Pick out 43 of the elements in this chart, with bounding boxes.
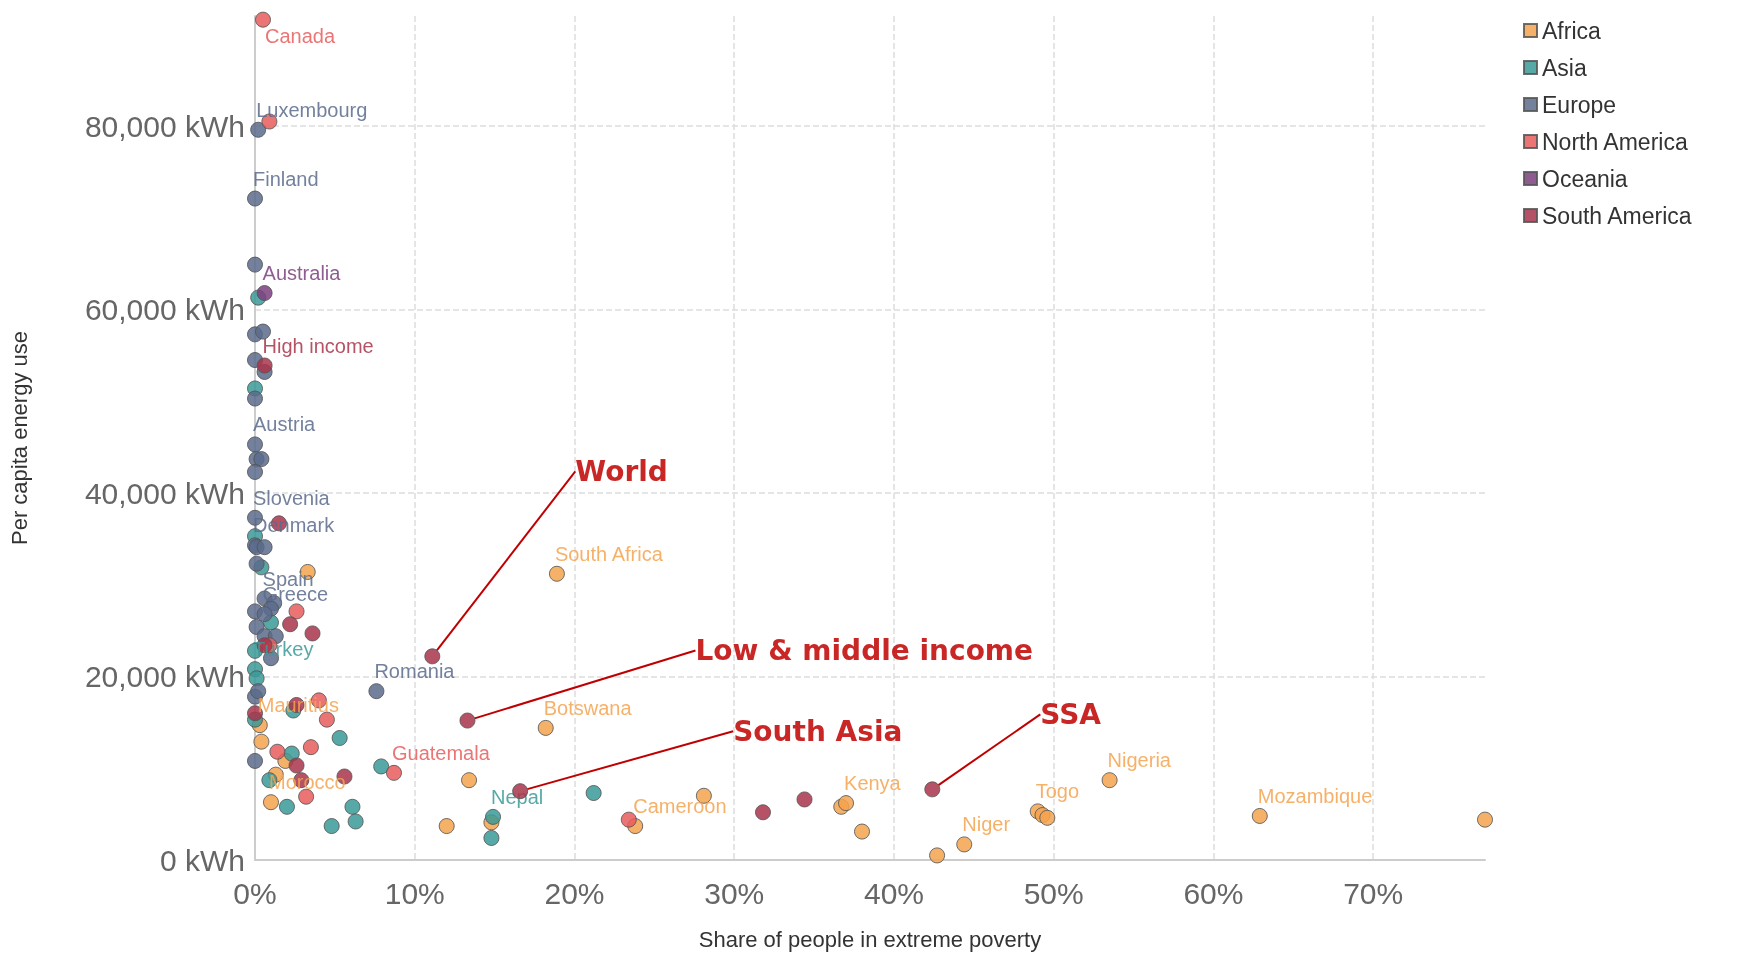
annotation: Low & middle income (695, 634, 1034, 668)
annotation: High income (262, 334, 374, 357)
annotation: Mozambique (1257, 784, 1373, 807)
x-tick-label: 30% (704, 876, 765, 910)
annotation: Togo (1035, 780, 1080, 803)
annotation: World (575, 454, 668, 488)
y-tick-label: 40,000 kWh (84, 476, 245, 510)
x-tick-label: 40% (863, 876, 924, 910)
x-tick-label: 10% (384, 876, 445, 910)
annotation: Botswana (543, 696, 633, 719)
annotation: Kenya (844, 772, 902, 795)
annotation: SSA (1040, 697, 1102, 731)
annotation: Nigeria (1107, 749, 1172, 772)
annotation: Guatemala (391, 741, 491, 764)
annotation: Luxembourg (256, 98, 368, 121)
legend-label: South America (1542, 202, 1692, 229)
x-axis-title: Share of people in extreme poverty (698, 926, 1042, 952)
x-tick-label: 20% (544, 876, 605, 910)
annotation: Austria (253, 413, 317, 436)
x-tick-label: 70% (1343, 876, 1404, 910)
annotation: Slovenia (253, 486, 331, 509)
annotation: Canada (264, 24, 336, 47)
annotation: Finland (253, 167, 319, 190)
x-tick-label: 50% (1023, 876, 1084, 910)
y-tick-label: 80,000 kWh (84, 109, 245, 143)
legend-label: North America (1542, 128, 1688, 155)
x-tick-label: 60% (1183, 876, 1244, 910)
x-tick-label: 0% (233, 876, 277, 910)
y-axis-title: Per capita energy use (6, 330, 32, 546)
annotation: Romania (374, 660, 456, 683)
y-tick-label: 20,000 kWh (84, 660, 245, 694)
legend-label: Europe (1542, 91, 1617, 118)
annotation: Nepal (491, 785, 544, 808)
annotation: Australia (262, 262, 342, 285)
legend-label: Oceania (1542, 165, 1628, 192)
legend-label: Africa (1542, 17, 1601, 44)
y-tick-label: 0 kWh (159, 843, 245, 877)
y-tick-label: 60,000 kWh (84, 293, 245, 327)
legend-label: Asia (1542, 54, 1587, 81)
annotation: South Asia (733, 714, 903, 748)
annotation: Niger (962, 813, 1011, 836)
annotation: Cameroon (633, 795, 727, 818)
annotation: South Africa (554, 542, 664, 565)
